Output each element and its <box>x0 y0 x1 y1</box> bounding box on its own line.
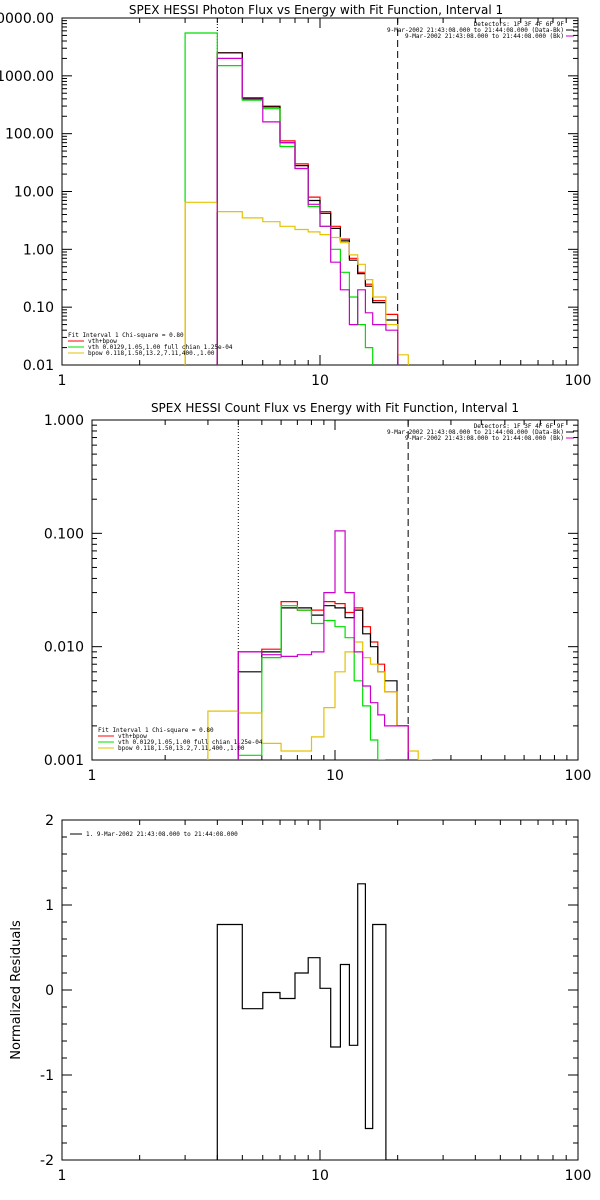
legend-entry: 1. 9-Mar-2002 21:43:08.000 to 21:44:08.0… <box>86 831 238 838</box>
x-tick-label: 100 <box>565 768 592 784</box>
x-tick-label: 10 <box>311 373 329 389</box>
series-line-vth <box>237 605 386 760</box>
legend-entry: Fit Interval 1 Chi-square = 0.80 <box>68 332 184 339</box>
header-line: Detectors: 1F 3F 4F 6F 9F <box>474 423 565 430</box>
y-tick-label: 1000.00 <box>0 69 54 85</box>
header-line: 9-Mar-2002 21:43:08.000 to 21:44:08.000 … <box>387 27 564 34</box>
y-tick-label: 1.000 <box>44 413 84 429</box>
y-tick-label: -1 <box>40 1068 54 1084</box>
legend-entry: vth+bpow <box>88 338 117 345</box>
x-tick-label: 1 <box>58 1168 67 1184</box>
panel-1: SPEX HESSI Photon Flux vs Energy with Fi… <box>0 3 591 389</box>
y-tick-label: 0.10 <box>23 300 54 316</box>
chart-title: SPEX HESSI Photon Flux vs Energy with Fi… <box>129 3 503 17</box>
y-tick-label: 2 <box>45 813 54 829</box>
header-line: 9-Mar-2002 21:43:08.000 to 21:44:08.000 … <box>387 429 564 436</box>
x-tick-label: 1 <box>88 768 97 784</box>
x-tick-label: 100 <box>565 1168 592 1184</box>
legend-entry: vth 0.0129,1.05,1.00 full chian 1.25e-04 <box>88 344 233 351</box>
x-tick-label: 1 <box>58 373 67 389</box>
y-tick-label: 0 <box>45 983 54 999</box>
y-tick-label: 10.00 <box>14 185 54 201</box>
legend-entry: vth 0.0129,1.05,1.00 full chian 1.25e-04 <box>118 739 263 746</box>
series-group <box>216 883 399 1160</box>
legend-entry: vth+bpow <box>118 733 147 740</box>
series-line-data <box>237 605 409 760</box>
y-tick-label: 0.010 <box>44 640 84 656</box>
plot-frame <box>61 819 579 1161</box>
plot-frame <box>61 17 579 366</box>
y-tick-label: 0.100 <box>44 526 84 542</box>
y-tick-label: 0.01 <box>23 358 54 374</box>
series-line-bk <box>237 530 409 760</box>
legend-entry: bpow 0.118,1.50,13.2,7.11,400.,1.00 <box>88 350 215 357</box>
legend-entry: bpow 0.118,1.50,13.2,7.11,400.,1.00 <box>118 745 245 752</box>
y-tick-label: 1.00 <box>23 242 54 258</box>
panel-2: SPEX HESSI Count Flux vs Energy with Fit… <box>44 401 591 784</box>
y-tick-label: 0.001 <box>44 753 84 769</box>
series-group <box>184 32 409 365</box>
y-axis-label: Normalized Residuals <box>9 920 24 1060</box>
header-line: 9-Mar-2002 21:43:08.000 to 21:44:08.000 … <box>405 33 564 40</box>
series-line-bk <box>216 57 399 365</box>
series-line-vth-bpow <box>237 601 409 760</box>
y-tick-label: 100.00 <box>5 127 54 143</box>
series-line-1-9-mar-2002-21-43-08-000-to-21-44-08-000 <box>216 883 399 1160</box>
x-tick-label: 100 <box>565 373 592 389</box>
x-tick-label: 10 <box>311 1168 329 1184</box>
chart-title: SPEX HESSI Count Flux vs Energy with Fit… <box>151 401 519 415</box>
series-group <box>207 530 433 760</box>
x-tick-label: 10 <box>326 768 344 784</box>
series-line-bpow <box>184 201 409 365</box>
header-line: 9-Mar-2002 21:43:08.000 to 21:44:08.000 … <box>405 435 564 442</box>
y-tick-label: 1 <box>45 898 54 914</box>
y-tick-label: -2 <box>40 1153 54 1169</box>
legend-entry: Fit Interval 1 Chi-square = 0.80 <box>98 727 214 734</box>
header-line: Detectors: 1F 3F 4F 6F 9F <box>474 21 565 28</box>
